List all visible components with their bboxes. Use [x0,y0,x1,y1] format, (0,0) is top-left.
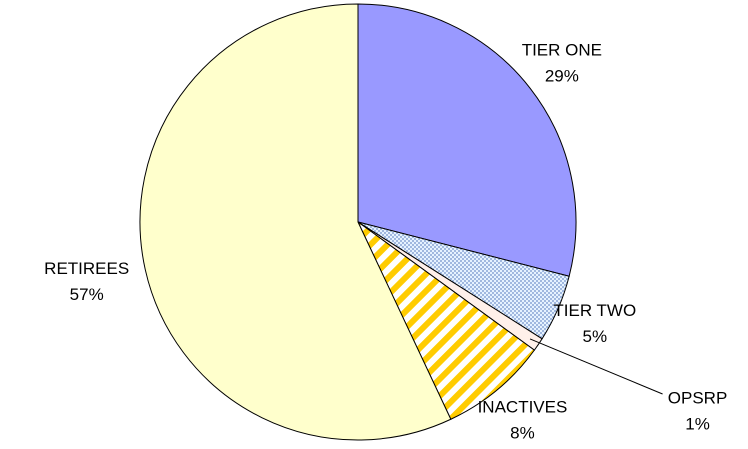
pie-slice [139,3,452,441]
slice-value-label: 8% [510,423,535,442]
slice-value-label: 57% [70,285,104,304]
slice-label: TIER ONE [522,40,602,59]
slice-value-label: 29% [545,66,579,85]
slice-label: RETIREES [44,259,129,278]
pie-slice [357,221,536,420]
slice-value-label: 5% [582,327,607,346]
slice-label: TIER TWO [553,301,636,320]
pie-slice [357,3,577,277]
slice-label: OPSRP [668,388,728,407]
slice-value-label: 1% [685,414,710,433]
slice-label: INACTIVES [478,397,568,416]
leader-line [529,338,663,395]
